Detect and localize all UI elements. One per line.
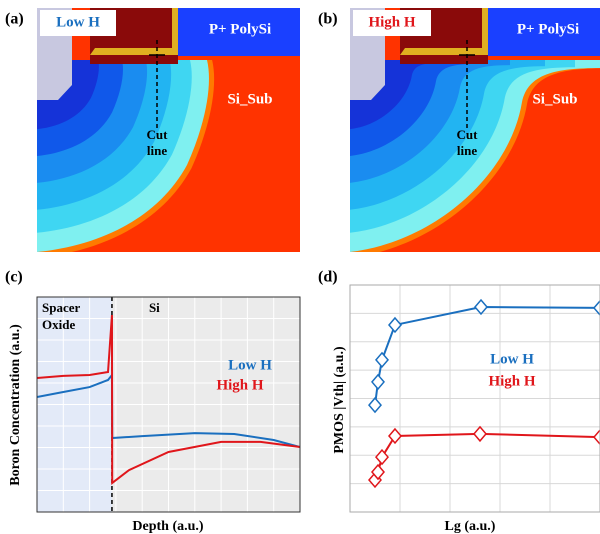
label-box bbox=[353, 10, 431, 36]
marker bbox=[473, 425, 487, 443]
cut-label: line bbox=[147, 143, 167, 158]
x-axis-label: Depth (a.u.) bbox=[132, 519, 204, 534]
tcad-image bbox=[37, 8, 300, 252]
cut-label: Cut bbox=[457, 127, 479, 142]
marker bbox=[593, 428, 600, 446]
poly-label: P+ PolySi bbox=[209, 21, 271, 37]
marker bbox=[474, 298, 488, 316]
marker bbox=[388, 427, 402, 445]
plot-border bbox=[36, 296, 301, 513]
series-label: High H bbox=[488, 373, 535, 389]
substrate-label: Si_Sub bbox=[227, 91, 272, 107]
region-label: Si bbox=[149, 300, 160, 315]
cut-label: Cut bbox=[147, 127, 169, 142]
marker bbox=[371, 373, 385, 391]
series-label: Low H bbox=[228, 357, 272, 373]
substrate-label: Si_Sub bbox=[532, 91, 577, 107]
marker bbox=[375, 351, 389, 369]
y-axis-label: PMOS |Vth| (a.u.) bbox=[332, 346, 347, 454]
marker bbox=[368, 396, 382, 414]
series-label: High H bbox=[216, 377, 263, 393]
panel-label: (c) bbox=[5, 269, 23, 286]
plot-border bbox=[349, 284, 600, 513]
panel-label: (b) bbox=[318, 11, 338, 28]
series-line bbox=[37, 314, 300, 485]
region-label: Oxide bbox=[42, 317, 75, 332]
cut-label: line bbox=[457, 143, 477, 158]
condition-label: Low H bbox=[56, 14, 100, 30]
series-group bbox=[37, 314, 300, 485]
series-group bbox=[368, 298, 600, 489]
panel-label: (a) bbox=[5, 11, 24, 28]
y-axis-label: Boron Concentration (a.u.) bbox=[8, 324, 23, 486]
marker bbox=[388, 316, 402, 334]
panel-label: (d) bbox=[318, 269, 338, 286]
marker bbox=[593, 299, 600, 317]
region-label: Spacer bbox=[42, 300, 81, 315]
condition-label: High H bbox=[368, 14, 415, 30]
marker bbox=[375, 448, 389, 466]
x-axis-label: Lg (a.u.) bbox=[445, 519, 496, 534]
poly-label: P+ PolySi bbox=[517, 21, 579, 37]
marker bbox=[371, 463, 385, 481]
label-box bbox=[40, 10, 116, 36]
series-label: Low H bbox=[490, 351, 534, 367]
